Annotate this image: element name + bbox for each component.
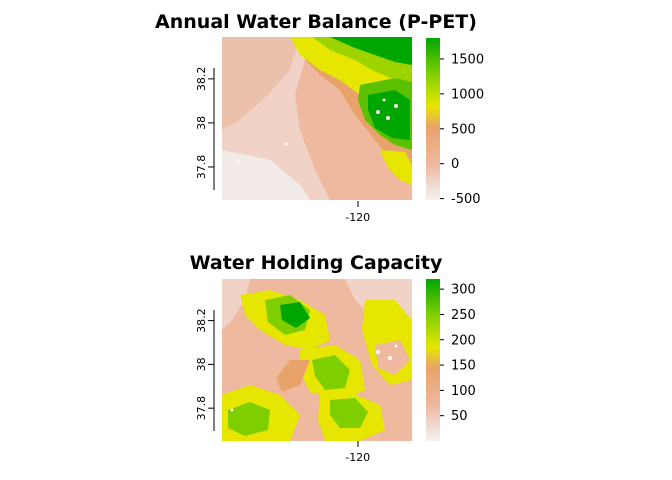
x-axis: -120: [345, 201, 370, 224]
raster-water-holding-capacity: [222, 279, 412, 441]
legend-tick-label: 250: [451, 308, 476, 323]
chart-title: Annual Water Balance (P-PET): [155, 11, 477, 33]
legend-tick-label: 0: [451, 157, 459, 172]
legend-tick-label: 300: [451, 283, 476, 298]
y-axis: 37.8 38 38.2: [195, 308, 215, 431]
raster-water-balance: [222, 37, 412, 200]
legend-tick-label: 500: [451, 122, 476, 137]
legend-colorbar: [426, 279, 440, 441]
legend-colorbar: [426, 38, 440, 200]
legend-tick-label: -500: [451, 192, 481, 207]
y-tick-label: 37.8: [195, 155, 208, 180]
legend-tick-label: 1500: [451, 52, 484, 67]
panel-water-holding-capacity: Water Holding Capacity 37.8 38 38.2: [190, 252, 476, 464]
y-tick-label: 38: [195, 116, 208, 130]
chart-title: Water Holding Capacity: [190, 252, 443, 274]
x-tick-label: -120: [345, 451, 370, 464]
x-axis: -120: [345, 441, 370, 464]
legend: 50 100 150 200 250 300: [426, 279, 476, 441]
x-tick-label: -120: [345, 211, 370, 224]
legend: -500 0 500 1000 1500: [426, 38, 484, 207]
legend-tick-label: 200: [451, 333, 476, 348]
y-tick-label: 38: [195, 357, 208, 371]
legend-tick-label: 1000: [451, 87, 484, 102]
legend-tick-label: 100: [451, 384, 476, 399]
y-axis: 37.8 38 38.2: [195, 67, 215, 190]
legend-tick-label: 150: [451, 359, 476, 374]
panel-water-balance: Annual Water Balance (P-PET) 37.8 38 38.2: [155, 11, 484, 224]
y-tick-label: 38.2: [195, 67, 208, 92]
legend-tick-label: 50: [451, 409, 468, 424]
y-tick-label: 37.8: [195, 396, 208, 421]
y-tick-label: 38.2: [195, 308, 208, 333]
